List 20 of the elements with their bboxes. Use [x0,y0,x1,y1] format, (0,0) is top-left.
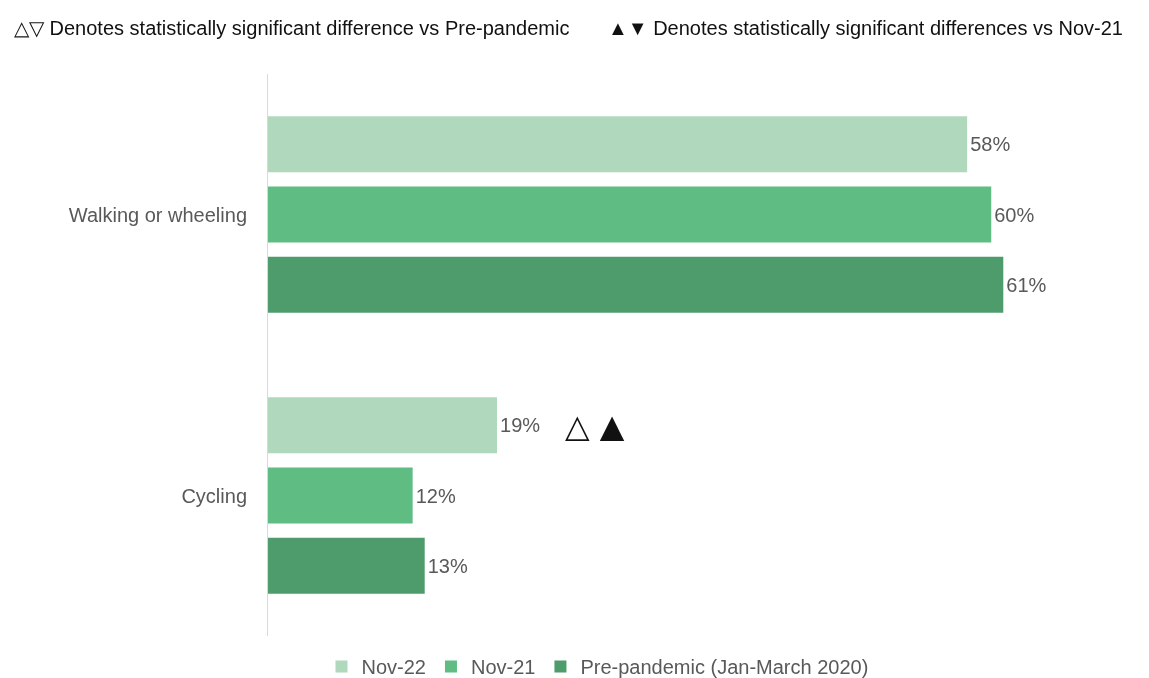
bar [268,186,992,243]
text: △▽ Denotes statistically significant difference vs Pre-pandemic [14,17,570,39]
bar [268,397,498,454]
legend-label: Pre-pandemic (Jan-March 2020) [580,656,869,678]
data-label: 61% [1006,273,1047,296]
bar [268,467,413,524]
data-label: 60% [994,203,1035,226]
data-label: 12% [415,484,456,507]
data-label: 13% [427,554,468,577]
legend-label: Nov-21 [470,656,536,678]
bar [268,256,1004,313]
annotation: △ ▲ [565,407,625,445]
bar [268,537,425,594]
legend-label: Nov-22 [361,656,426,678]
bar [268,116,968,173]
y-tick-label: Cycling [181,484,247,507]
text: ▲▼ Denotes statistically significant differences vs Nov-21 [608,17,1123,39]
y-tick-label: Walking or wheeling [68,203,247,226]
data-label: 58% [970,133,1011,156]
data-label: 19% [500,414,541,437]
